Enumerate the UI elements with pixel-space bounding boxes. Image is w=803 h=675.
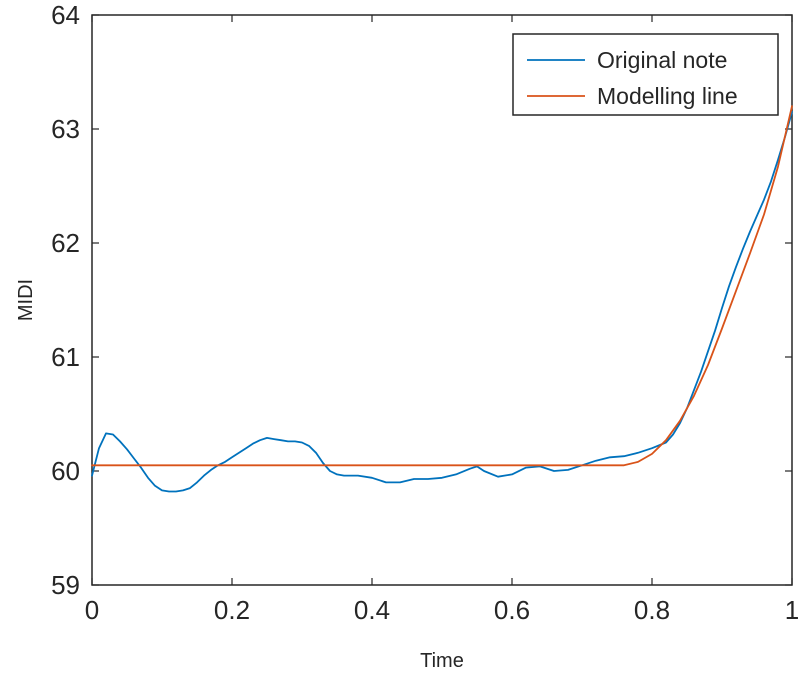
y-tick-label: 63: [51, 114, 80, 144]
x-tick-label: 0: [85, 595, 99, 625]
legend-label-modelling-line: Modelling line: [597, 83, 738, 109]
y-tick-label: 64: [51, 0, 80, 30]
plot-axes: 0 0.2 0.4 0.6 0.8 1 59 60 61 62 63 64: [51, 0, 799, 625]
x-tick-label: 0.8: [634, 595, 670, 625]
legend-label-original-note: Original note: [597, 47, 727, 73]
series-line-original-note: [91, 111, 793, 493]
series-layer: [91, 105, 793, 493]
x-tick-label: 0.2: [214, 595, 250, 625]
x-axis-label: Time: [420, 650, 464, 672]
legend-box: [512, 33, 779, 116]
y-tick-label: 59: [51, 570, 80, 600]
y-tick-label: 62: [51, 228, 80, 258]
series-line-modelling-line: [91, 105, 793, 467]
x-tick-label: 0.4: [354, 595, 390, 625]
x-tick-label: 0.6: [494, 595, 530, 625]
x-tick-label: 1: [785, 595, 799, 625]
plot-frame: [91, 14, 793, 586]
legend: Original note Modelling line: [512, 33, 779, 116]
y-axis-label: MIDI: [15, 279, 37, 321]
y-tick-label: 60: [51, 456, 80, 486]
y-tick-label: 61: [51, 342, 80, 372]
